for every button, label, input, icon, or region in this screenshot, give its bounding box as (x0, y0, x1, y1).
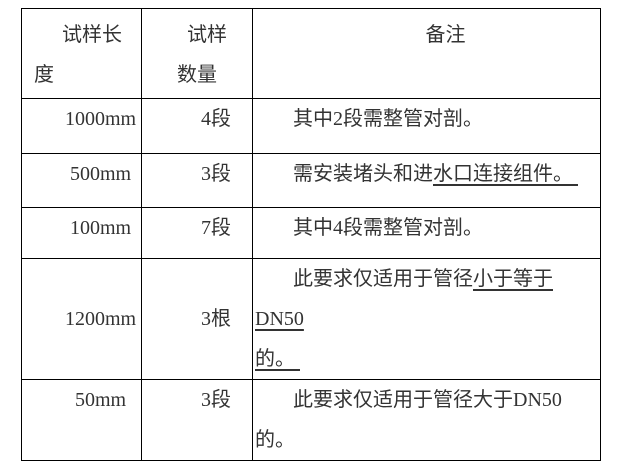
cell-remark: 其中2段需整管对剖。 (252, 98, 601, 154)
cell-remark: 需安装堵头和进水口连接组件。 (252, 153, 601, 208)
cell-quantity: 3段 (141, 153, 253, 208)
table-row: 1200mm 3根 此要求仅适用于管径小于等于DN50 的。 (21, 258, 601, 380)
sample-spec-table: 试样长 度 试样 数量 备注 1000mm 4段 其中2段需整管对剖。 500m… (21, 8, 601, 461)
remark-line2: 的。 (255, 339, 598, 379)
header-sample-quantity-line1: 试样 (187, 24, 227, 46)
cell-remark: 其中4段需整管对剖。 (252, 207, 601, 259)
remark-line1: 此要求仅适用于管径小于等于DN50 (255, 260, 598, 340)
header-sample-quantity: 试样 数量 (141, 8, 253, 99)
remark-text: 其中4段需整管对剖。 (293, 217, 483, 239)
cell-quantity: 7段 (141, 207, 253, 259)
cell-length: 500mm (21, 153, 142, 208)
remark-underlined-text: 水口连接组件。 (433, 163, 578, 185)
table-row: 50mm 3段 此要求仅适用于管径大于DN50的。 (21, 379, 601, 461)
remark-underlined-text: 的。 (255, 348, 300, 370)
header-sample-quantity-line2: 数量 (177, 64, 217, 86)
remark-text: 需安装堵头和进 (293, 163, 433, 185)
cell-quantity: 3段 (141, 379, 253, 461)
cell-quantity: 3根 (141, 258, 253, 380)
remark-text: 此要求仅适用于管径大于DN50的。 (255, 389, 562, 451)
remark-text: 此要求仅适用于管径 (293, 268, 473, 290)
remark-text: 其中2段需整管对剖。 (293, 108, 483, 130)
cell-remark: 此要求仅适用于管径大于DN50的。 (252, 379, 601, 461)
cell-remark: 此要求仅适用于管径小于等于DN50 的。 (252, 258, 601, 380)
cell-quantity: 4段 (141, 98, 253, 154)
cell-length: 1000mm (21, 98, 142, 154)
header-sample-length-line1: 试样长 (62, 24, 122, 46)
table-row: 1000mm 4段 其中2段需整管对剖。 (21, 98, 601, 154)
table-row: 100mm 7段 其中4段需整管对剖。 (21, 207, 601, 259)
header-sample-length-line2: 度 (34, 64, 54, 86)
cell-length: 50mm (21, 379, 142, 461)
remark-underlined-text: 小于等于DN50 (255, 268, 553, 330)
table-header-row: 试样长 度 试样 数量 备注 (21, 8, 601, 99)
header-remark: 备注 (252, 8, 601, 99)
table-row: 500mm 3段 需安装堵头和进水口连接组件。 (21, 153, 601, 208)
cell-length: 1200mm (21, 258, 142, 380)
cell-length: 100mm (21, 207, 142, 259)
header-sample-length: 试样长 度 (21, 8, 142, 99)
